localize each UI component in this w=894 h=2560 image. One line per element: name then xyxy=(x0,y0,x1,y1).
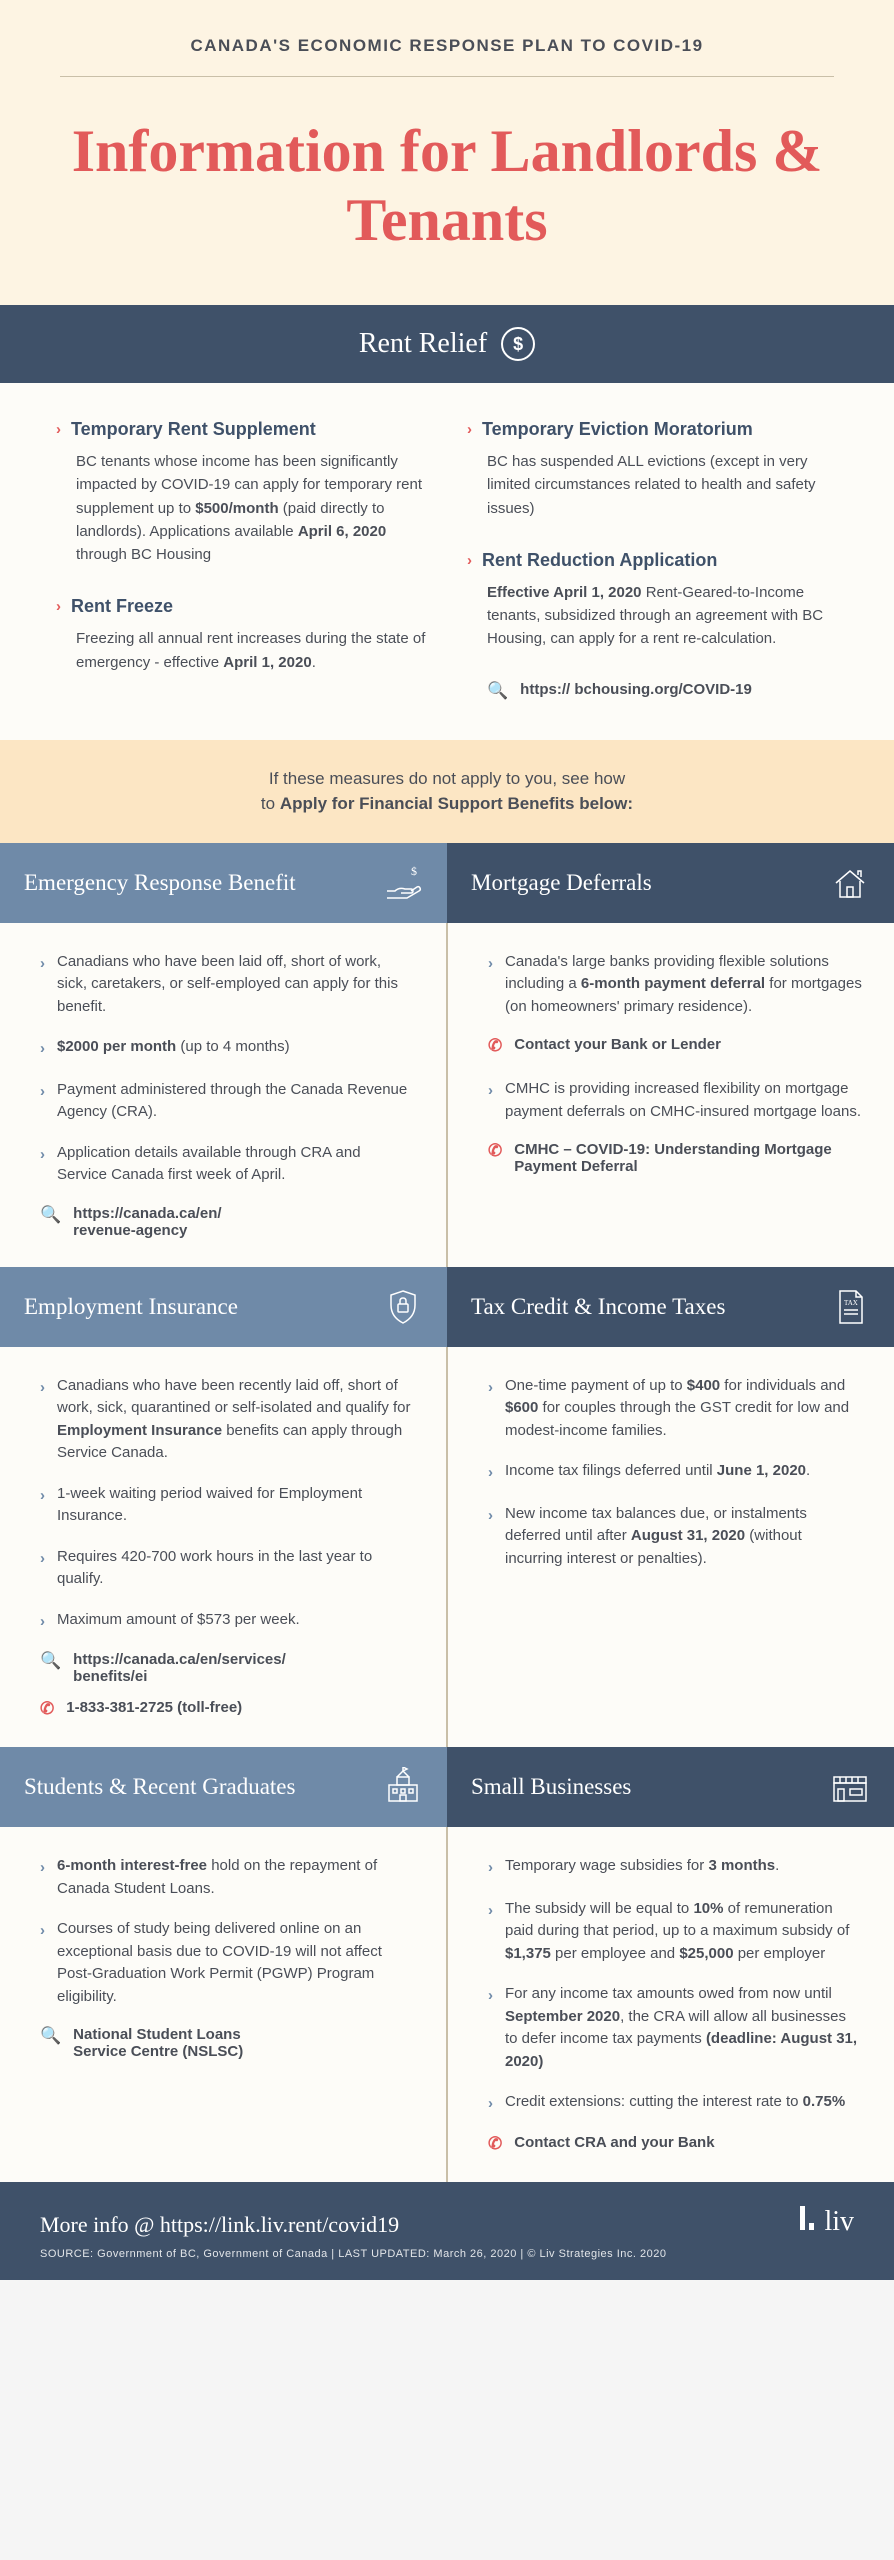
search-icon: 🔍 xyxy=(40,1205,61,1225)
footer: More info @ https://link.liv.rent/covid1… xyxy=(0,2182,894,2280)
storefront-icon xyxy=(830,1767,870,1807)
chevron-icon: › xyxy=(56,421,61,438)
row-1-headers: Emergency Response Benefit $ Mortgage De… xyxy=(0,843,894,923)
row-3-content: ›6-month interest-free hold on the repay… xyxy=(0,1827,894,2182)
smallbiz-phone[interactable]: ✆ Contact CRA and your Bank xyxy=(488,2134,862,2154)
chevron-icon: › xyxy=(40,1144,45,1187)
chevron-icon: › xyxy=(40,953,45,1019)
students-col: ›6-month interest-free hold on the repay… xyxy=(0,1827,446,2182)
mortgage-phone-1[interactable]: ✆ CMHC – COVID-19: Understanding Mortgag… xyxy=(488,1141,862,1175)
phone-icon: ✆ xyxy=(40,1699,54,1719)
chevron-icon: › xyxy=(488,1900,493,1966)
erb-col: ›Canadians who have been laid off, short… xyxy=(0,923,446,1267)
item-title: Temporary Rent Supplement xyxy=(71,419,316,440)
chevron-icon: › xyxy=(40,1485,45,1528)
phone-icon: ✆ xyxy=(488,1141,502,1161)
ei-phone[interactable]: ✆ 1-833-381-2725 (toll-free) xyxy=(40,1699,414,1719)
infographic-page: CANADA'S ECONOMIC RESPONSE PLAN TO COVID… xyxy=(0,0,894,2280)
row-1-content: ›Canadians who have been laid off, short… xyxy=(0,923,894,1267)
students-header: Students & Recent Graduates xyxy=(0,1747,447,1827)
search-icon: 🔍 xyxy=(40,1651,61,1671)
rent-relief-bar: Rent Relief $ xyxy=(0,305,894,383)
hand-dollar-icon: $ xyxy=(383,863,423,903)
chevron-icon: › xyxy=(40,1548,45,1591)
search-icon: 🔍 xyxy=(487,681,508,701)
footer-source: SOURCE: Government of BC, Government of … xyxy=(40,2248,854,2260)
smallbiz-col: ›Temporary wage subsidies for 3 months. … xyxy=(446,1827,894,2182)
tax-header: Tax Credit & Income Taxes TAX xyxy=(447,1267,894,1347)
item-body: Effective April 1, 2020 Rent-Geared-to-I… xyxy=(467,581,838,651)
chevron-icon: › xyxy=(488,1377,493,1443)
chevron-icon: › xyxy=(488,1462,493,1485)
mortgage-phone-0[interactable]: ✆ Contact your Bank or Lender xyxy=(488,1036,862,1056)
main-title: Information for Landlords & Tenants xyxy=(0,97,894,305)
chevron-icon: › xyxy=(467,421,472,438)
students-link[interactable]: 🔍 National Student LoansService Centre (… xyxy=(40,2026,414,2060)
liv-logo: liv xyxy=(800,2206,854,2238)
phone-icon: ✆ xyxy=(488,1036,502,1056)
tax-col: ›One-time payment of up to $400 for indi… xyxy=(446,1347,894,1748)
row-2-content: ›Canadians who have been recently laid o… xyxy=(0,1347,894,1748)
house-icon xyxy=(830,863,870,903)
rent-relief-label: Rent Relief xyxy=(359,328,487,360)
chevron-icon: › xyxy=(40,1377,45,1465)
mortgage-col: ›Canada's large banks providing flexible… xyxy=(446,923,894,1267)
footer-more-info: More info @ https://link.liv.rent/covid1… xyxy=(40,2212,399,2238)
chevron-icon: › xyxy=(40,1081,45,1124)
item-body: BC has suspended ALL evictions (except i… xyxy=(467,450,838,520)
svg-text:$: $ xyxy=(411,864,417,878)
rent-relief-content: › Temporary Rent Supplement BC tenants wh… xyxy=(0,383,894,740)
item-title: Temporary Eviction Moratorium xyxy=(482,419,753,440)
chevron-icon: › xyxy=(40,1920,45,2008)
erb-header: Emergency Response Benefit $ xyxy=(0,843,447,923)
rent-relief-right: › Temporary Eviction Moratorium BC has su… xyxy=(467,419,838,704)
bc-housing-link[interactable]: 🔍 https:// bchousing.org/COVID-19 xyxy=(467,681,838,701)
chevron-icon: › xyxy=(40,1857,45,1900)
row-3-headers: Students & Recent Graduates Small Busine… xyxy=(0,1747,894,1827)
chevron-icon: › xyxy=(488,953,493,1019)
erb-link[interactable]: 🔍 https://canada.ca/en/revenue-agency xyxy=(40,1205,414,1239)
ei-col: ›Canadians who have been recently laid o… xyxy=(0,1347,446,1748)
chevron-icon: › xyxy=(488,2093,493,2116)
item-title: Rent Reduction Application xyxy=(482,550,717,571)
ei-header: Employment Insurance xyxy=(0,1267,447,1347)
school-icon xyxy=(383,1767,423,1807)
search-icon: 🔍 xyxy=(40,2026,61,2046)
svg-text:TAX: TAX xyxy=(844,1299,858,1307)
chevron-icon: › xyxy=(488,1857,493,1880)
item-title: Rent Freeze xyxy=(71,596,173,617)
item-body: BC tenants whose income has been signifi… xyxy=(56,450,427,566)
chevron-icon: › xyxy=(488,1985,493,2073)
shield-icon xyxy=(383,1287,423,1327)
ei-link[interactable]: 🔍 https://canada.ca/en/services/benefits… xyxy=(40,1651,414,1685)
phone-icon: ✆ xyxy=(488,2134,502,2154)
smallbiz-header: Small Businesses xyxy=(447,1747,894,1827)
chevron-icon: › xyxy=(488,1505,493,1571)
chevron-icon: › xyxy=(488,1080,493,1123)
divider xyxy=(60,76,834,77)
kicker: CANADA'S ECONOMIC RESPONSE PLAN TO COVID… xyxy=(0,0,894,66)
row-2-headers: Employment Insurance Tax Credit & Income… xyxy=(0,1267,894,1347)
item-body: Freezing all annual rent increases durin… xyxy=(56,627,427,674)
mortgage-header: Mortgage Deferrals xyxy=(447,843,894,923)
logo-icon xyxy=(800,2206,818,2230)
dollar-icon: $ xyxy=(501,327,535,361)
chevron-icon: › xyxy=(40,1611,45,1634)
rent-relief-left: › Temporary Rent Supplement BC tenants wh… xyxy=(56,419,427,704)
chevron-icon: › xyxy=(40,1038,45,1061)
chevron-icon: › xyxy=(467,552,472,569)
chevron-icon: › xyxy=(56,598,61,615)
transition-band: If these measures do not apply to you, s… xyxy=(0,740,894,843)
tax-document-icon: TAX xyxy=(830,1287,870,1327)
